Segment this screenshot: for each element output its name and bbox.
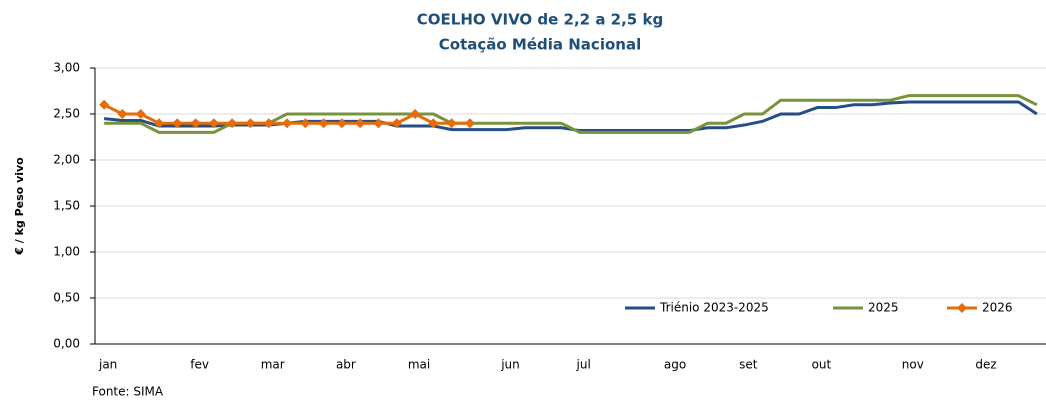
x-tick-label: ago <box>664 358 686 372</box>
x-tick-label: jun <box>500 358 520 372</box>
series-marker <box>154 118 165 129</box>
source: Fonte: SIMA <box>92 385 164 399</box>
series-marker <box>282 118 293 129</box>
y-tick-label: 0,00 <box>53 337 80 351</box>
series-marker <box>446 118 457 129</box>
y-tick-label: 0,50 <box>53 291 80 305</box>
series-marker <box>172 118 183 129</box>
series-marker <box>410 109 421 119</box>
series-marker <box>464 118 475 129</box>
series-marker <box>245 118 256 129</box>
y-tick-label: 2,00 <box>53 153 80 167</box>
x-tick-label: out <box>812 358 832 372</box>
series-marker <box>227 118 238 129</box>
x-tick-label: fev <box>190 358 209 372</box>
series-marker <box>336 118 347 129</box>
series-marker <box>391 118 402 129</box>
y-tick-label: 1,50 <box>53 199 80 213</box>
series-marker <box>263 118 274 129</box>
x-tick-label: dez <box>975 358 996 372</box>
series-marker <box>208 118 219 129</box>
legend-label: Triénio 2023-2025 <box>659 301 769 315</box>
x-tick-label: set <box>739 358 758 372</box>
x-tick-label: nov <box>902 358 924 372</box>
chart-title: COELHO VIVO de 2,2 a 2,5 kg <box>417 11 663 29</box>
legend-label: 2026 <box>982 301 1013 315</box>
series-marker <box>99 99 110 110</box>
legend-marker <box>957 303 967 313</box>
x-tick-label: mai <box>408 358 430 372</box>
series-marker <box>373 118 384 129</box>
x-tick-label: jul <box>576 358 591 372</box>
x-tick-label: abr <box>336 358 356 372</box>
y-axis-label: € / kg Peso vivo <box>13 157 26 256</box>
series-marker <box>318 118 329 129</box>
series-marker <box>190 118 201 129</box>
legend-label: 2025 <box>868 301 899 315</box>
series-marker <box>117 109 128 119</box>
y-tick-label: 2,50 <box>53 107 80 121</box>
y-tick-label: 1,00 <box>53 245 80 259</box>
series-marker <box>135 109 146 119</box>
y-tick-label: 3,00 <box>53 61 80 75</box>
x-tick-label: jan <box>98 358 117 372</box>
series-marker <box>355 118 366 129</box>
series-marker <box>300 118 311 129</box>
series-marker <box>428 118 439 129</box>
x-tick-label: mar <box>261 358 285 372</box>
chart-subtitle: Cotação Média Nacional <box>439 36 641 54</box>
